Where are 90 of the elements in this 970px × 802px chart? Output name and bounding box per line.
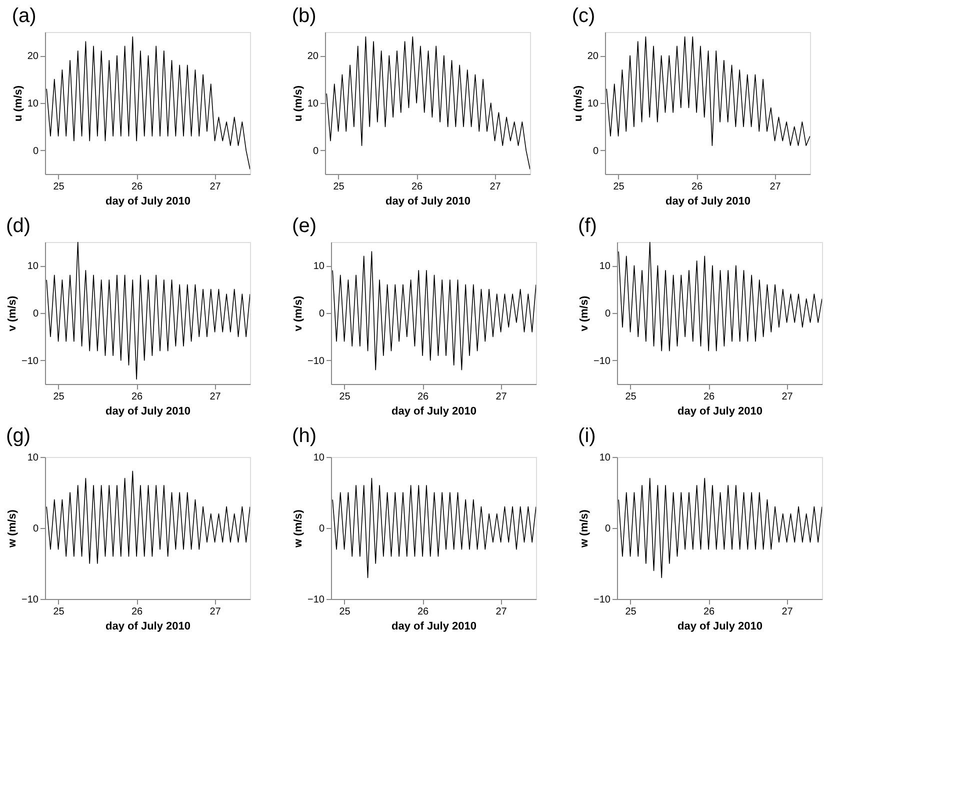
x-axis-title: day of July 2010 bbox=[106, 620, 190, 632]
y-tick-label: 0 bbox=[318, 308, 325, 320]
y-axis-title: u (m/s) bbox=[292, 85, 304, 122]
x-axis-title: day of July 2010 bbox=[666, 196, 750, 208]
y-axis-title: u (m/s) bbox=[572, 85, 584, 122]
line-series bbox=[618, 242, 822, 352]
y-tick-label: −10 bbox=[308, 594, 325, 606]
x-tick-label: 26 bbox=[131, 606, 144, 618]
x-tick-label: 27 bbox=[770, 182, 782, 192]
chart-title: (d) bbox=[6, 215, 30, 237]
y-tick-label: 10 bbox=[27, 261, 39, 272]
x-tick-label: 25 bbox=[53, 392, 65, 402]
y-axis-title: v (m/s) bbox=[292, 295, 305, 332]
x-tick-label: 26 bbox=[703, 392, 716, 402]
y-tick-label: 0 bbox=[312, 146, 319, 157]
line-series bbox=[46, 470, 250, 564]
y-axis-title: v (m/s) bbox=[6, 295, 19, 332]
y-axis-title: w (m/s) bbox=[292, 509, 305, 548]
line-series bbox=[332, 478, 536, 578]
chart-title: (i) bbox=[578, 425, 596, 447]
x-tick-label: 27 bbox=[496, 606, 508, 618]
x-tick-label: 27 bbox=[210, 606, 222, 618]
line-series bbox=[46, 36, 250, 170]
x-tick-label: 26 bbox=[691, 182, 704, 192]
chart-title: (h) bbox=[292, 425, 316, 447]
x-tick-label: 27 bbox=[210, 392, 222, 402]
y-axis-title: u (m/s) bbox=[12, 85, 24, 122]
chart-title: (e) bbox=[292, 215, 316, 237]
y-tick-label: 10 bbox=[307, 98, 319, 110]
x-tick-label: 25 bbox=[53, 606, 65, 618]
y-tick-label: −10 bbox=[22, 594, 39, 606]
x-tick-label: 25 bbox=[613, 182, 625, 192]
x-tick-label: 25 bbox=[625, 392, 637, 402]
x-tick-label: 27 bbox=[210, 182, 222, 192]
x-tick-label: 25 bbox=[339, 606, 351, 618]
x-axis-title: day of July 2010 bbox=[106, 196, 190, 208]
x-tick-label: 27 bbox=[490, 182, 502, 192]
y-tick-label: 10 bbox=[27, 98, 39, 110]
y-axis-title: w (m/s) bbox=[578, 509, 591, 548]
y-tick-label: −10 bbox=[594, 594, 611, 606]
x-tick-label: 25 bbox=[625, 606, 637, 618]
x-tick-label: 26 bbox=[417, 392, 430, 402]
y-tick-label: 0 bbox=[32, 146, 39, 157]
x-tick-label: 26 bbox=[131, 182, 144, 192]
y-tick-label: −10 bbox=[594, 356, 611, 367]
y-tick-label: 0 bbox=[32, 308, 39, 320]
y-tick-label: 10 bbox=[313, 452, 325, 464]
x-tick-label: 27 bbox=[496, 392, 508, 402]
x-axis-title: day of July 2010 bbox=[392, 406, 476, 418]
line-series bbox=[618, 478, 822, 578]
y-tick-label: 10 bbox=[587, 98, 599, 110]
y-tick-label: −10 bbox=[308, 356, 325, 367]
chart-title: (c) bbox=[572, 5, 596, 27]
y-tick-label: 10 bbox=[313, 261, 325, 272]
y-tick-label: 0 bbox=[604, 524, 611, 534]
y-axis-title: w (m/s) bbox=[6, 509, 19, 548]
x-axis-title: day of July 2010 bbox=[678, 620, 762, 632]
y-tick-label: −10 bbox=[22, 356, 39, 367]
x-tick-label: 25 bbox=[333, 182, 345, 192]
y-axis-title: v (m/s) bbox=[578, 295, 591, 332]
x-axis-title: day of July 2010 bbox=[386, 196, 470, 208]
y-tick-label: 10 bbox=[27, 452, 39, 464]
y-tick-label: 0 bbox=[592, 146, 599, 157]
line-series bbox=[332, 251, 536, 370]
x-tick-label: 25 bbox=[339, 392, 351, 402]
y-tick-label: 0 bbox=[318, 524, 325, 534]
x-tick-label: 26 bbox=[131, 392, 144, 402]
x-axis-title: day of July 2010 bbox=[678, 406, 762, 418]
x-tick-label: 26 bbox=[417, 606, 430, 618]
y-tick-label: 20 bbox=[27, 51, 39, 62]
line-series bbox=[606, 36, 810, 146]
line-series bbox=[46, 242, 250, 380]
y-tick-label: 10 bbox=[599, 452, 611, 464]
chart-title: (f) bbox=[578, 215, 597, 237]
y-tick-label: 0 bbox=[604, 308, 611, 320]
y-tick-label: 0 bbox=[32, 524, 39, 534]
x-tick-label: 27 bbox=[782, 392, 794, 402]
y-tick-label: 20 bbox=[307, 51, 319, 62]
x-tick-label: 27 bbox=[782, 606, 794, 618]
x-tick-label: 26 bbox=[703, 606, 716, 618]
x-axis-title: day of July 2010 bbox=[106, 406, 190, 418]
line-series bbox=[326, 36, 530, 170]
x-tick-label: 25 bbox=[53, 182, 65, 192]
chart-title: (b) bbox=[292, 5, 316, 27]
chart-title: (a) bbox=[12, 5, 36, 27]
chart-title: (g) bbox=[6, 425, 30, 447]
x-axis-title: day of July 2010 bbox=[392, 620, 476, 632]
y-tick-label: 20 bbox=[587, 51, 599, 62]
y-tick-label: 10 bbox=[599, 261, 611, 272]
x-tick-label: 26 bbox=[411, 182, 424, 192]
